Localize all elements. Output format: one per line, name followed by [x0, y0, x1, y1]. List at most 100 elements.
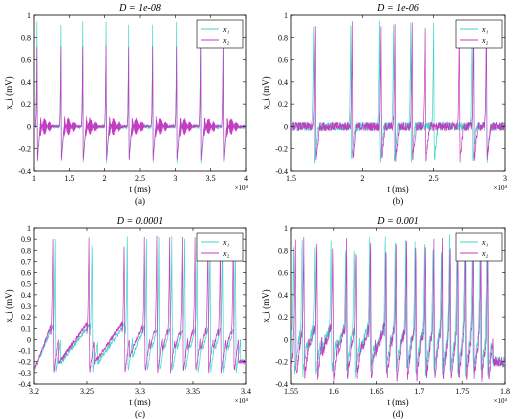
y-tick-label: 0: [27, 122, 31, 131]
panel-caption: (d): [393, 409, 404, 419]
panel-caption: (c): [135, 409, 145, 419]
y-tick-label: 0.6: [21, 56, 31, 65]
legend-box: [455, 232, 503, 262]
chart-panel-b: 1.5 2 2.5 3 1 0.8 0.6 0.4 0.2 0 -0.2 -0.4 D = 1e-06 t…: [261, 3, 508, 206]
legend: x₁ x₂: [455, 232, 503, 262]
y-tick-label: 0: [284, 122, 288, 131]
y-tick-label: -0.4: [275, 380, 288, 389]
y-tick-label: -0.2: [275, 145, 288, 154]
y-tick-label: -0.2: [275, 358, 288, 367]
panel-caption: (a): [135, 196, 145, 206]
x-tick-label: 2: [103, 174, 107, 183]
x-tick-label: 3.2: [29, 387, 39, 396]
chart-panel-c: 3.2 3.25 3.3 3.35 3.4 1 0.9 0.8 0.7 0.6 0.5 0.4 0.3 0…: [4, 216, 251, 419]
y-tick-label: 0.6: [21, 269, 31, 278]
legend-label: x₂: [481, 36, 489, 45]
y-tick-label: 0.4: [278, 78, 288, 87]
y-tick-label: -0.4: [275, 167, 288, 176]
x-tick-label: 3.25: [80, 387, 94, 396]
x-tick-label: 4: [244, 174, 248, 183]
y-tick-label: 0.5: [21, 280, 31, 289]
y-tick-label: 1: [27, 11, 31, 20]
x-tick-label: 1.65: [370, 387, 384, 396]
y-tick-label: 0.8: [278, 33, 288, 42]
x-tick-label: 2: [360, 174, 364, 183]
y-tick-label: 0.4: [21, 78, 31, 87]
chart-title: D = 1e-06: [376, 3, 419, 14]
chart-title: D = 0.0001: [116, 216, 163, 227]
series-group: [291, 234, 505, 382]
y-tick-label: -0.1: [18, 347, 31, 356]
series-group: [291, 20, 505, 164]
x-tick-label: 2.5: [135, 174, 145, 183]
legend-label: x₁: [481, 238, 489, 247]
y-tick-label: 0: [27, 335, 31, 344]
y-tick-label: 0.1: [21, 324, 31, 333]
series-group: [34, 235, 246, 374]
y-tick-label: 0.2: [278, 313, 288, 322]
y-tick-label: 1: [284, 11, 288, 20]
y-tick-label: 0.2: [21, 100, 31, 109]
x-axis-label: t (ms): [129, 397, 150, 407]
x-axis-label: t (ms): [129, 184, 150, 194]
y-tick-label: 0.7: [21, 257, 31, 266]
legend-label: x₂: [222, 249, 230, 258]
legend-box: [196, 232, 244, 262]
y-tick-label: 0.4: [21, 291, 31, 300]
chart-title: D = 1e-08: [118, 3, 161, 14]
y-tick-label: 0.9: [21, 235, 31, 244]
y-tick-label: 0.8: [278, 246, 288, 255]
x-tick-label: 2.5: [429, 174, 439, 183]
chart-title: D = 0.001: [376, 216, 418, 227]
y-axis-label: x_i (mV): [4, 76, 14, 109]
y-axis-label: x_i (mV): [261, 76, 271, 109]
x-tick-label: 1.75: [455, 387, 469, 396]
y-tick-label: 1: [27, 224, 31, 233]
y-tick-label: -0.4: [18, 167, 31, 176]
series-line-x2: [34, 45, 246, 161]
x-multiplier: ×10⁴: [494, 184, 508, 192]
y-tick-label: 0.6: [278, 269, 288, 278]
legend: x₁ x₂: [455, 19, 503, 49]
series-line-x1: [34, 235, 246, 374]
legend: x₁ x₂: [196, 19, 244, 49]
legend-label: x₂: [222, 36, 230, 45]
y-tick-label: 0.2: [21, 313, 31, 322]
x-tick-label: 3: [503, 174, 507, 183]
series-line-x2: [291, 236, 505, 382]
y-tick-label: -0.3: [18, 369, 31, 378]
x-tick-label: 1.5: [286, 174, 296, 183]
y-tick-label: 0.4: [278, 291, 288, 300]
x-tick-label: 1.5: [64, 174, 74, 183]
x-tick-label: 1.6: [329, 387, 339, 396]
legend-box: [455, 19, 503, 49]
x-tick-label: 3.3: [135, 387, 145, 396]
y-axis-label: x_i (mV): [4, 289, 14, 322]
legend-label: x₁: [481, 25, 489, 34]
x-tick-label: 1.55: [284, 387, 298, 396]
legend-label: x₂: [481, 249, 489, 258]
y-tick-label: 0.3: [21, 302, 31, 311]
x-multiplier: ×10⁴: [235, 397, 249, 405]
x-axis-label: t (ms): [387, 184, 408, 194]
x-tick-label: 1: [32, 174, 36, 183]
x-tick-label: 1.7: [414, 387, 424, 396]
x-tick-label: 3.4: [241, 387, 251, 396]
y-tick-label: 0.8: [21, 33, 31, 42]
series-line-x2: [291, 21, 505, 163]
x-tick-label: 1.8: [500, 387, 510, 396]
series-group: [34, 20, 246, 164]
x-axis-label: t (ms): [387, 397, 408, 407]
panel-caption: (b): [393, 196, 404, 206]
y-tick-label: -0.4: [18, 380, 31, 389]
x-tick-label: 3.35: [186, 387, 200, 396]
y-tick-label: -0.2: [18, 358, 31, 367]
chart-panel-d: 1.55 1.6 1.65 1.7 1.75 1.8 1 0.8 0.6 0.4 0.2 0 -0.2 -…: [261, 216, 510, 419]
x-tick-label: 3: [173, 174, 177, 183]
legend-label: x₁: [222, 25, 230, 34]
x-tick-label: 3.5: [206, 174, 216, 183]
y-tick-label: 0.2: [278, 100, 288, 109]
y-tick-label: 1: [284, 224, 288, 233]
legend-box: [196, 19, 244, 49]
